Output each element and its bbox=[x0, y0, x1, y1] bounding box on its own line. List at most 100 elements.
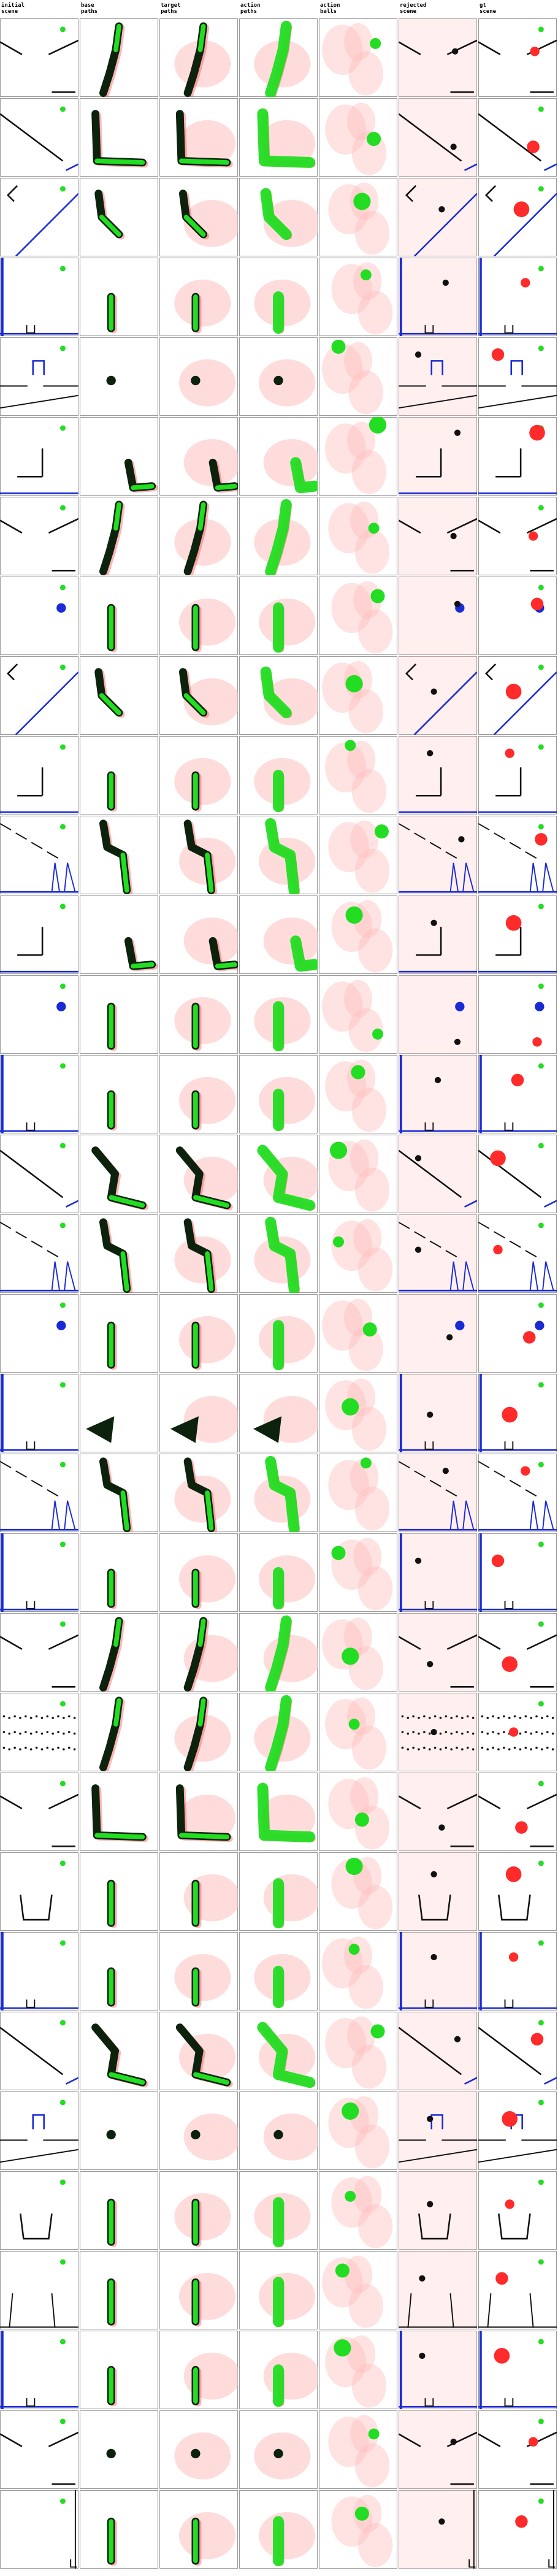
tile-frame bbox=[0, 2331, 78, 2409]
target-ball bbox=[538, 1462, 544, 1468]
peg bbox=[52, 1717, 54, 1719]
probability-haze bbox=[179, 598, 236, 646]
static-bar bbox=[51, 2293, 56, 2328]
tile-rejected-scene bbox=[399, 816, 477, 894]
tile-frame bbox=[478, 2171, 557, 2250]
action-ball bbox=[370, 2024, 385, 2039]
tile-base-paths bbox=[80, 1294, 158, 1373]
tile-target-paths bbox=[159, 2171, 238, 2250]
tile-base-paths bbox=[80, 816, 158, 894]
tile-gt-scene bbox=[478, 1852, 557, 1931]
static-bar bbox=[509, 1240, 521, 1248]
tile-frame bbox=[0, 577, 78, 655]
tile-rejected-scene bbox=[399, 1214, 477, 1293]
peg bbox=[29, 1748, 32, 1750]
placement-haze bbox=[351, 2363, 387, 2408]
goal-container bbox=[32, 2114, 45, 2129]
static-bar bbox=[399, 394, 477, 409]
tile-base-paths bbox=[80, 1055, 158, 1133]
static-bar bbox=[478, 1636, 501, 1650]
tile-frame bbox=[319, 975, 397, 1054]
target-ball bbox=[538, 1860, 544, 1866]
tile-gt-scene bbox=[478, 1135, 557, 1213]
path-dot bbox=[191, 2448, 201, 2459]
rejected-ball bbox=[430, 1871, 437, 1877]
placement-haze bbox=[331, 583, 373, 634]
rejected-haze bbox=[399, 1533, 477, 1612]
target-ball bbox=[59, 1302, 66, 1308]
tile-initial-scene bbox=[0, 1773, 78, 1851]
goal-container bbox=[64, 1500, 76, 1531]
tile-target-paths bbox=[159, 736, 238, 815]
tile-base-paths bbox=[80, 178, 158, 256]
target-ball bbox=[538, 505, 544, 511]
placement-haze bbox=[350, 820, 379, 859]
tile-target-paths bbox=[159, 417, 238, 496]
target-ball bbox=[538, 2179, 544, 2185]
tile-base-paths bbox=[80, 656, 158, 735]
tile-initial-scene bbox=[0, 497, 78, 575]
placement-haze bbox=[331, 2177, 373, 2228]
tile-rejected-scene bbox=[399, 1852, 477, 1931]
rejected-haze bbox=[399, 2091, 477, 2170]
probability-haze bbox=[259, 120, 316, 167]
tile-frame bbox=[319, 2331, 397, 2409]
tile-action-paths bbox=[239, 2171, 318, 2250]
target-ball bbox=[59, 1063, 66, 1069]
goal-ball bbox=[56, 603, 66, 613]
static-bar bbox=[399, 1149, 462, 1198]
probability-haze bbox=[179, 1794, 236, 1842]
static-bar bbox=[31, 841, 43, 849]
tile-frame bbox=[0, 816, 78, 894]
static-container bbox=[20, 2213, 53, 2240]
target-ball bbox=[59, 2099, 66, 2106]
goal-wall bbox=[413, 193, 477, 256]
tile-action-paths bbox=[239, 1214, 318, 1293]
goal-container bbox=[529, 1261, 539, 1292]
static-container bbox=[424, 325, 434, 334]
path-tip bbox=[94, 1833, 145, 1839]
column-header-row: initial scene base paths target paths action pa… bbox=[0, 0, 558, 18]
static-container bbox=[504, 325, 514, 334]
target-ball bbox=[538, 824, 544, 830]
placement-haze bbox=[343, 2255, 373, 2294]
tile-frame bbox=[478, 258, 557, 336]
rejected-ball bbox=[454, 429, 461, 436]
static-bar bbox=[414, 1470, 426, 1478]
tile-rejected-scene bbox=[399, 1533, 477, 1612]
tile-target-paths bbox=[159, 2331, 238, 2409]
tile-action-balls bbox=[319, 258, 397, 336]
action-ball bbox=[354, 1812, 369, 1827]
tile-base-paths bbox=[80, 1852, 158, 1931]
rejected-haze bbox=[399, 1852, 477, 1931]
tile-frame bbox=[319, 178, 397, 256]
tile-frame bbox=[80, 2091, 158, 2170]
tile-gt-scene bbox=[478, 417, 557, 496]
static-container bbox=[26, 2398, 36, 2407]
column-header-line1: gt bbox=[480, 2, 486, 9]
goal-container bbox=[449, 1500, 459, 1531]
static-bar bbox=[478, 113, 542, 162]
tile-frame bbox=[80, 1374, 158, 1452]
target-ball bbox=[538, 2020, 544, 2026]
peg bbox=[25, 1746, 27, 1749]
goal-container bbox=[64, 862, 76, 893]
peg bbox=[434, 1746, 437, 1749]
tile-gt-scene bbox=[478, 1613, 557, 1692]
static-bar bbox=[509, 1479, 521, 1487]
peg bbox=[546, 1731, 549, 1733]
placement-haze bbox=[347, 2335, 376, 2374]
tile-initial-scene bbox=[0, 2091, 78, 2170]
tile-rejected-scene bbox=[399, 2251, 477, 2329]
tile-frame bbox=[0, 2410, 78, 2489]
placement-haze bbox=[358, 2523, 393, 2567]
rejected-haze bbox=[399, 1932, 477, 2011]
peg bbox=[401, 1715, 404, 1718]
tile-action-paths bbox=[239, 2012, 318, 2090]
target-ball bbox=[59, 2498, 66, 2504]
peg bbox=[530, 1732, 532, 1735]
peg bbox=[466, 1731, 469, 1733]
placement-haze bbox=[325, 104, 366, 155]
peg bbox=[57, 1731, 59, 1733]
peg bbox=[461, 1732, 464, 1735]
